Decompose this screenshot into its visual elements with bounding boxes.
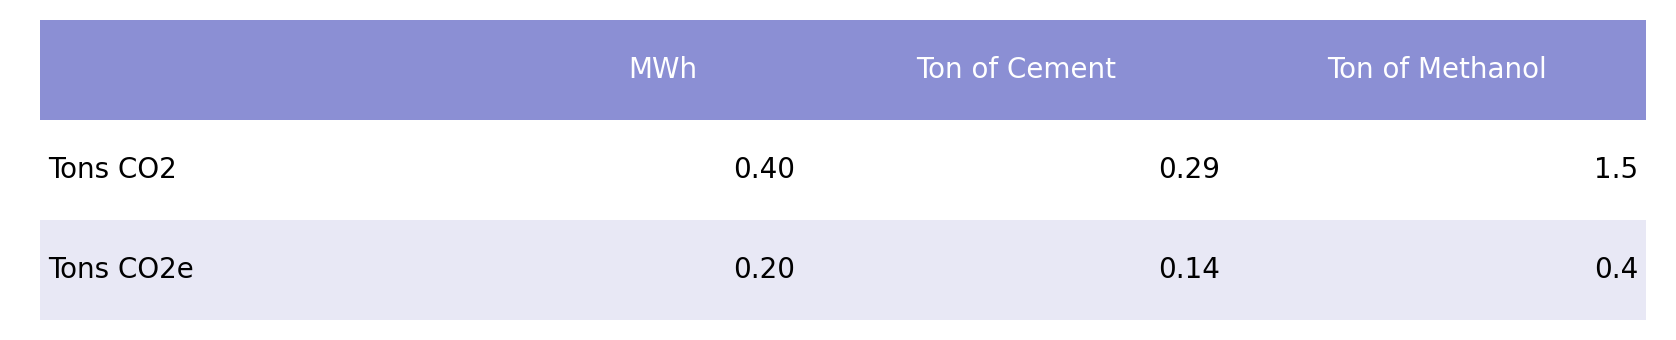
Text: 0.14: 0.14	[1158, 256, 1220, 284]
Text: 0.20: 0.20	[732, 256, 794, 284]
Text: MWh: MWh	[628, 56, 697, 84]
Text: Ton of Methanol: Ton of Methanol	[1327, 56, 1547, 84]
Text: Tons CO2e: Tons CO2e	[49, 256, 194, 284]
Text: 1.5: 1.5	[1594, 156, 1637, 184]
Bar	[40, 220, 1646, 320]
Bar	[40, 20, 1646, 120]
Text: 0.40: 0.40	[732, 156, 794, 184]
Text: Ton of Cement: Ton of Cement	[915, 56, 1116, 84]
Text: 0.4: 0.4	[1594, 256, 1637, 284]
Text: 0.29: 0.29	[1158, 156, 1220, 184]
Text: Tons CO2: Tons CO2	[49, 156, 176, 184]
